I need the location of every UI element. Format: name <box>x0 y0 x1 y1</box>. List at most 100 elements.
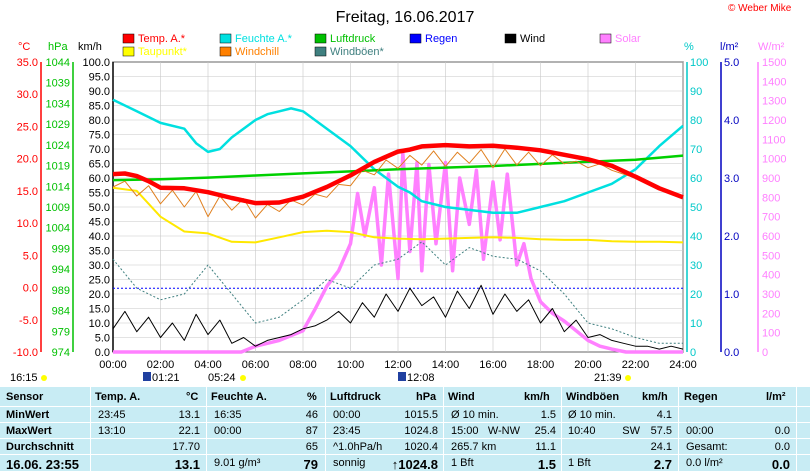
tick-wind: 80.0 <box>89 115 110 127</box>
tick-humidity: 90 <box>690 86 702 98</box>
table-cell-press_t: ^1.0hPa/h <box>333 441 383 453</box>
sun-icon <box>41 375 47 381</box>
legend-swatch <box>314 46 327 57</box>
table-cell-wind_v: 1.5 <box>540 409 556 421</box>
table-cell-wind_v: 25.4 <box>534 425 556 437</box>
table-cell-press_v: 1020.4 <box>404 441 438 453</box>
tick-humidity: 60 <box>690 173 702 185</box>
copyright: © Weber Mike <box>728 3 792 14</box>
header-sensor: Sensor <box>6 391 44 403</box>
sun-icon <box>625 375 631 381</box>
header-rain-unit: l/m² <box>766 391 786 403</box>
tick-temp: 10.0 <box>17 218 38 230</box>
tick-x: 18:00 <box>527 359 555 371</box>
table-cell-gust_a: 10:40 <box>568 425 596 437</box>
axis-unit-solar: W/m² <box>758 41 785 53</box>
tick-temp: 5.0 <box>23 250 38 262</box>
tick-temp: 15.0 <box>17 186 38 198</box>
tick-temp: 20.0 <box>17 154 38 166</box>
tick-wind: 10.0 <box>89 318 110 330</box>
weather-chart: Freitag, 16.06.2017 Temp. A.* Feuchte A.* L… <box>10 9 786 384</box>
header-wind: Wind <box>448 391 475 403</box>
header-pressure: Luftdruck <box>330 391 381 403</box>
tick-wind: 100.0 <box>82 57 110 69</box>
table-cell-press_v: 1015.5 <box>404 409 438 421</box>
table-cell-temp_t: 23:45 <box>98 409 126 421</box>
header-humidity: Feuchte A. <box>211 391 267 403</box>
header-wind-unit: km/h <box>524 391 550 403</box>
axis-unit-humidity: % <box>684 41 694 53</box>
tick-wind: 65.0 <box>89 159 110 171</box>
table-cell-press_t: sonnig <box>333 457 366 469</box>
legend-swatch <box>504 33 517 44</box>
table-cell-gust_a: 1 Bft <box>568 457 591 469</box>
tick-humidity: 10 <box>690 318 702 330</box>
table-cell-gust_v: 57.5 <box>650 425 672 437</box>
axis-unit-rain: l/m² <box>720 41 739 53</box>
tick-wind: 85.0 <box>89 101 110 113</box>
table-cell-hum_v: 46 <box>305 409 318 421</box>
legend-swatch <box>599 33 612 44</box>
table-cell-press_t: 00:00 <box>333 409 361 421</box>
tick-solar: 300 <box>762 289 780 301</box>
series-line <box>112 98 684 215</box>
table-cell-label: Durchschnitt <box>6 441 74 453</box>
tick-solar: 1100 <box>762 134 786 146</box>
legend-swatch <box>219 33 232 44</box>
tick-pressure: 999 <box>52 243 70 255</box>
series-line <box>113 151 683 354</box>
tick-x: 22:00 <box>622 359 650 371</box>
chart-title: Freitag, 16.06.2017 <box>336 9 475 26</box>
table-cell-gust_v: 2.7 <box>653 457 672 472</box>
tick-solar: 500 <box>762 250 780 262</box>
tick-x: 04:00 <box>194 359 222 371</box>
tick-wind: 60.0 <box>89 173 110 185</box>
legend-label: Windböen* <box>330 46 385 58</box>
tick-x: 20:00 <box>574 359 602 371</box>
series-line <box>112 241 683 344</box>
tick-pressure: 974 <box>52 347 70 359</box>
table-cell-temp_t: 13:10 <box>98 425 126 437</box>
series-line <box>112 284 684 350</box>
header-rain: Regen <box>684 391 718 403</box>
table-cell-wind_a: 1 Bft <box>451 457 474 469</box>
legend-swatch <box>122 46 135 57</box>
axis-unit-wind: km/h <box>78 41 102 53</box>
table-cell-hum_v: 65 <box>305 441 318 453</box>
tick-humidity: 80 <box>690 115 702 127</box>
table-cell-temp_v: 17.70 <box>172 441 200 453</box>
tick-solar: 0 <box>762 347 768 359</box>
tick-temp: 0.0 <box>23 283 38 295</box>
tick-solar: 700 <box>762 212 780 224</box>
tick-temp: 30.0 <box>17 89 38 101</box>
tick-x: 16:00 <box>479 359 507 371</box>
table-cell-label: MinWert <box>6 409 50 421</box>
tick-rain: 1.0 <box>724 289 739 301</box>
table-cell-gust_b: SW <box>622 425 640 437</box>
table-cell-gust_v: 24.1 <box>650 441 672 453</box>
tick-x: 00:00 <box>99 359 127 371</box>
tick-wind: 70.0 <box>89 144 110 156</box>
tick-x: 24:00 <box>669 359 697 371</box>
tick-humidity: 100 <box>690 57 708 69</box>
table-cell-press_v: 1024.8 <box>404 425 438 437</box>
tick-temp: 35.0 <box>17 57 38 69</box>
table-cell-temp_v: 13.1 <box>174 457 200 472</box>
axis-unit-temp: °C <box>18 41 30 53</box>
header-temp: Temp. A. <box>95 391 141 403</box>
moonset-time: 12:08 <box>407 372 435 384</box>
series-line <box>112 186 684 244</box>
header-gust-unit: km/h <box>642 391 668 403</box>
tick-x: 08:00 <box>289 359 317 371</box>
table-cell-rain_a: 0.0 l/m² <box>686 457 723 469</box>
header-gust: Windböen <box>566 391 620 403</box>
axis-unit-pressure: hPa <box>48 41 68 53</box>
sun-icon <box>240 375 246 381</box>
moon-icon <box>143 372 151 381</box>
tick-wind: 20.0 <box>89 289 110 301</box>
tick-wind: 55.0 <box>89 188 110 200</box>
table-cell-wind_a: Ø 10 min. <box>451 409 499 421</box>
moon-icon <box>398 372 406 381</box>
tick-wind: 90.0 <box>89 86 110 98</box>
table-cell-rain_a: 00:00 <box>686 425 714 437</box>
